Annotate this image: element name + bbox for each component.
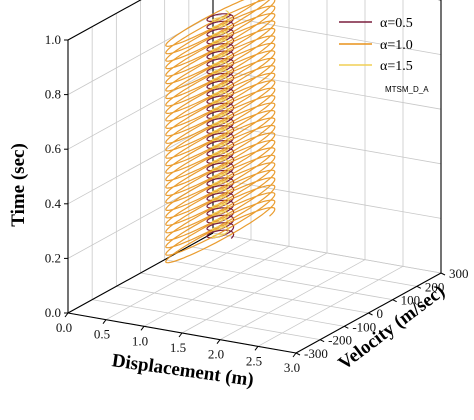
series-line-0 [206, 13, 235, 239]
y-tick-mark [368, 312, 373, 316]
grid-line-floor-y [92, 299, 321, 341]
x-tick-label: 0.0 [56, 320, 72, 335]
grid-line-floor-y [140, 272, 369, 314]
y-tick-mark [440, 272, 446, 276]
y-tick-label: 300 [449, 266, 469, 281]
x-tick-mark [178, 332, 183, 338]
series-line-2 [211, 10, 229, 239]
z-tick-label: 1.0 [45, 32, 61, 47]
z-tick-label: 0.4 [45, 196, 62, 211]
y-tick-label: 100 [401, 293, 421, 308]
y-tick-label: 0 [377, 306, 384, 321]
legend-label-alpha-0-5: α=0.5 [380, 16, 413, 31]
z-tick-label: 0.6 [45, 141, 62, 156]
legend-label-alpha-1-0: α=1.0 [380, 38, 413, 53]
y-tick-mark [392, 299, 397, 303]
grid-line-floor-y [116, 285, 345, 327]
x-tick-label: 1.0 [132, 333, 148, 348]
y-tick-mark [319, 339, 325, 343]
z-tick-label: 0.0 [45, 305, 61, 320]
x-tick-label: 0.5 [94, 327, 110, 342]
x-tick-label: 2.5 [246, 353, 262, 368]
series-line-1 [165, 0, 276, 264]
x-tick-mark [64, 312, 69, 318]
grid-line-floor-y [212, 232, 442, 274]
z-tick-label: 0.8 [45, 87, 61, 102]
y-tick-label: -300 [304, 346, 328, 361]
x-tick-mark [102, 319, 107, 324]
z-tick-label: 0.2 [45, 250, 61, 265]
grid-line-floor-y [164, 259, 393, 301]
x-tick-mark [254, 346, 259, 351]
legend: α=0.5 α=1.0 α=1.5 MTSM_D_A [339, 16, 429, 94]
x-tick-label: 1.5 [170, 340, 186, 355]
tick-layer: 0.00.20.40.60.81.00.0 0.5 1.0 1.5 2.0 2.5 3.0-… [45, 32, 469, 375]
x-tick-label: 3.0 [284, 360, 300, 375]
frame-edge [67, 232, 214, 314]
y-tick-label: -100 [352, 319, 376, 334]
x-tick-mark [140, 326, 145, 331]
x-axis-title: Displacement (m) [110, 350, 255, 391]
legend-label-alpha-1-5: α=1.5 [380, 59, 413, 74]
y-tick-label: -200 [328, 333, 352, 348]
x-tick-mark [292, 352, 297, 358]
series-layer [165, 0, 276, 264]
y-tick-mark [416, 285, 422, 289]
grid-line-floor-y [188, 245, 417, 287]
y-tick-label: 200 [425, 279, 445, 294]
y-tick-mark [295, 352, 301, 356]
y-tick-mark [344, 325, 349, 329]
annotation-label: MTSM_D_A [385, 85, 429, 94]
frame-edge [67, 0, 142, 41]
x-tick-label: 2.0 [208, 347, 224, 362]
x-tick-mark [216, 339, 221, 344]
z-axis-title: Time (sec) [8, 143, 29, 227]
